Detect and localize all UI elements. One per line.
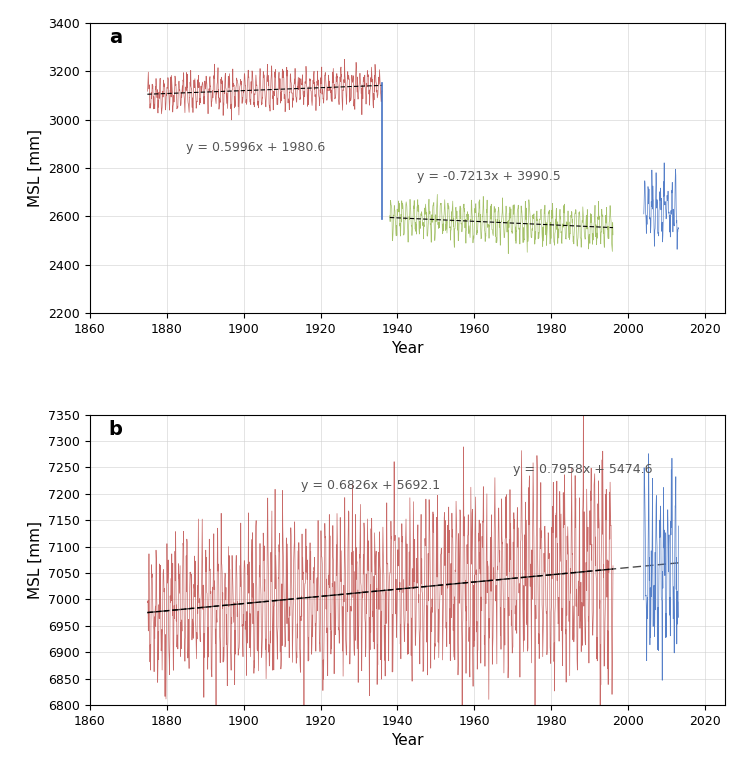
Y-axis label: MSL [mm]: MSL [mm] (28, 129, 43, 207)
X-axis label: Year: Year (391, 733, 424, 748)
Text: b: b (109, 420, 123, 439)
Text: y = -0.7213x + 3990.5: y = -0.7213x + 3990.5 (417, 170, 560, 183)
Text: a: a (109, 28, 122, 47)
Text: y = 0.6826x + 5692.1: y = 0.6826x + 5692.1 (301, 478, 441, 491)
Text: y = 0.5996x + 1980.6: y = 0.5996x + 1980.6 (186, 141, 325, 154)
X-axis label: Year: Year (391, 341, 424, 356)
Text: y = 0.7958x + 5474.6: y = 0.7958x + 5474.6 (513, 462, 652, 476)
Y-axis label: MSL [mm]: MSL [mm] (28, 521, 43, 599)
